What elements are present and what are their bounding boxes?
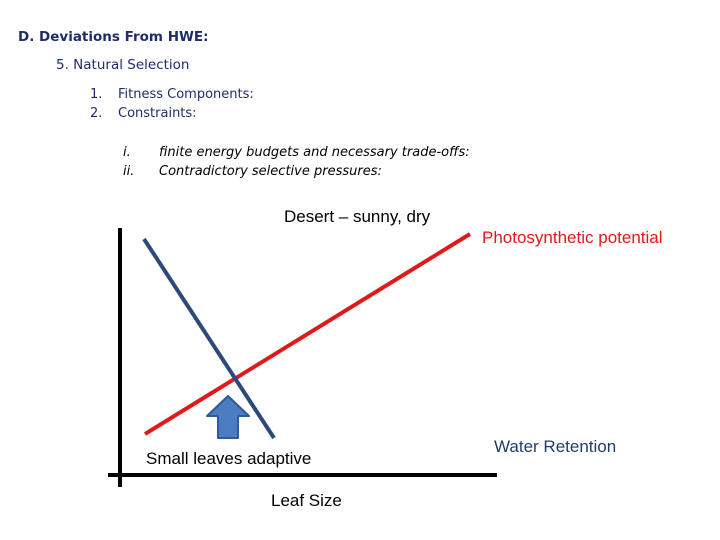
slide-heading: D. Deviations From HWE: [18,29,209,45]
item-text: Contradictory selective pressures: [159,164,382,179]
item-text: Fitness Components: [118,87,254,102]
roman-item: ii. Contradictory selective pressures: [123,164,382,179]
item-text: finite energy budgets and necessary trad… [159,145,470,160]
up-arrow-icon [206,395,250,439]
item-text: Constraints: [118,106,197,121]
item-number: ii. [123,164,135,179]
water-retention-label: Water Retention [494,437,617,456]
photosynthetic-label: Photosynthetic potential [482,228,663,247]
environment-label: Desert – sunny, dry [284,207,431,226]
item-number: i. [123,145,131,160]
item-number: 1. [90,87,103,102]
roman-item: i. finite energy budgets and necessary tr… [123,145,470,160]
item-number: 2. [90,106,103,121]
photosynthetic-line [143,232,472,436]
optimum-label: Small leaves adaptive [146,449,312,468]
slide-subheading: 5. Natural Selection [56,57,190,73]
numbered-item: 2. Constraints: [90,106,197,121]
x-axis-label: Leaf Size [271,491,342,510]
water-retention-line [142,237,276,440]
numbered-item: 1. Fitness Components: [90,87,254,102]
